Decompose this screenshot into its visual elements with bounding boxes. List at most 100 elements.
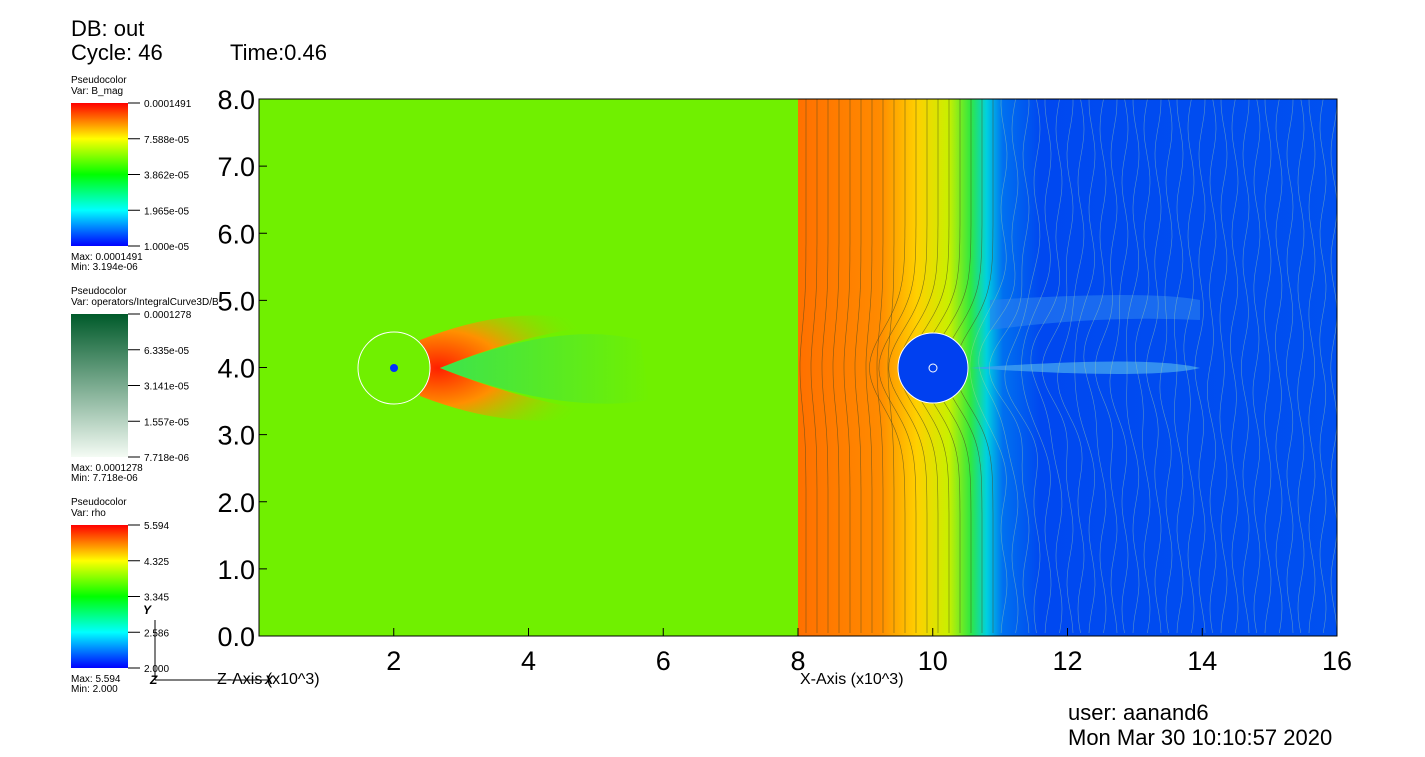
colorbar-label: 3.345: [144, 593, 169, 604]
field-line: [1206, 98, 1217, 634]
field-line: [1109, 98, 1129, 634]
obstacle-right: [897, 332, 969, 404]
core-left: [390, 364, 398, 372]
time-label: Time:0.46: [230, 40, 327, 65]
legend-min: Min: 3.194e-06: [71, 262, 138, 273]
field-line: [832, 99, 840, 633]
field-line: [1074, 98, 1096, 634]
legend-max: Max: 5.594: [71, 674, 121, 685]
field-line: [1057, 98, 1085, 634]
triad-label: Z: [149, 673, 158, 687]
field-line: [878, 99, 917, 633]
field-line: [1134, 98, 1151, 634]
colorbar-label: 0.0001278: [144, 310, 192, 321]
y-tick-label: 0.0: [217, 622, 255, 652]
field-line: [1126, 98, 1140, 634]
bow-shock: [420, 315, 600, 421]
field-line: [1319, 98, 1327, 634]
field-line: [887, 99, 895, 633]
field-line: [1194, 98, 1206, 634]
y-tick-label: 3.0: [217, 421, 255, 451]
y-tick-label: 7.0: [217, 152, 255, 182]
field-line: [1308, 98, 1316, 634]
x-tick-label: 16: [1322, 646, 1352, 676]
legend-title: Pseudocolor: [71, 75, 127, 86]
field-lines: [799, 98, 1338, 634]
triad: Y Z X: [143, 603, 274, 687]
x-tick-label: 12: [1052, 646, 1082, 676]
field-line: [843, 99, 851, 633]
x-tick-label: 6: [656, 646, 671, 676]
field-line: [1173, 98, 1184, 634]
y-tick-label: 4.0: [217, 354, 255, 384]
field-line: [1286, 98, 1294, 634]
colorbar-label: 3.141e-05: [144, 382, 189, 393]
field-line: [1146, 98, 1162, 634]
field-line: [865, 99, 873, 633]
y-tick-label: 1.0: [217, 555, 255, 585]
x-axis-title: Z-Axis (x10^3): [217, 671, 320, 688]
cycle-label: Cycle: 46: [71, 40, 163, 65]
y-tick-label: 8.0: [217, 85, 255, 115]
field: [258, 98, 1338, 637]
field-line: [1297, 98, 1305, 634]
field-line: [1264, 98, 1272, 634]
wake-band: [990, 295, 1200, 330]
legend-min: Min: 2.000: [71, 684, 118, 695]
colorbar-label: 2.000: [144, 664, 169, 675]
colorbar-label: 6.335e-05: [144, 346, 189, 357]
colorbar: [71, 314, 128, 457]
field-line: [1021, 99, 1052, 634]
legend-var: Var: B_mag: [71, 86, 123, 97]
field-line: [1159, 98, 1173, 634]
triad-label: X: [264, 673, 274, 687]
colorbar-label: 0.0001491: [144, 99, 192, 110]
field-line: [876, 99, 884, 633]
field-line: [1183, 98, 1195, 634]
field-line: [1229, 98, 1239, 634]
db-label: DB: out: [71, 16, 144, 41]
colorbar-label: 7.588e-05: [144, 135, 189, 146]
field-line: [1330, 98, 1338, 634]
core-right: [928, 363, 938, 373]
x-tick-label: 4: [521, 646, 536, 676]
header: DB: out Cycle: 46 Time:0.46: [71, 16, 327, 65]
legend-var: Var: rho: [71, 508, 106, 519]
field-line: [1219, 98, 1228, 634]
x-tick-label: 8: [790, 646, 805, 676]
y-tick-label: 2.0: [217, 488, 255, 518]
legend-max: Max: 0.0001491: [71, 252, 143, 263]
colorbar-label: 4.325: [144, 557, 169, 568]
legend-title: Pseudocolor: [71, 286, 127, 297]
field-line: [988, 98, 1030, 634]
field-line: [969, 98, 1008, 634]
field-line: [1094, 98, 1118, 634]
colorbar-label: 1.557e-05: [144, 417, 189, 428]
triad-label: Y: [143, 603, 152, 617]
colorbar-label: 5.594: [144, 521, 169, 532]
legend-var: Var: operators/IntegralCurve3D/B: [71, 297, 219, 308]
field-line: [1030, 98, 1063, 634]
legend-title: Pseudocolor: [71, 497, 127, 508]
colorbar-label: 7.718e-06: [144, 453, 189, 464]
y-tick-label: 6.0: [217, 219, 255, 249]
legend-min: Min: 7.718e-06: [71, 473, 138, 484]
field-line: [1252, 98, 1261, 634]
field-line: [869, 99, 906, 633]
x-tick-label: 14: [1187, 646, 1217, 676]
wake-cone: [440, 334, 650, 404]
date-label: Mon Mar 30 10:10:57 2020: [1068, 725, 1332, 750]
field-line: [1041, 99, 1074, 634]
axes: 2 4 6 8 10 12 14 16 0.0 1.0 2.0 3.0 4.0 5.0 6.0 7.0 8.0: [217, 85, 1352, 676]
field-line: [1083, 98, 1107, 634]
colorbar-label: 1.965e-05: [144, 206, 189, 217]
y-tick-label: 5.0: [217, 286, 255, 316]
field-line: [888, 99, 928, 633]
field-line: [821, 99, 829, 633]
field-line: [1004, 98, 1041, 634]
legend-max: Max: 0.0001278: [71, 463, 143, 474]
colorbar-label: 2.586: [144, 628, 169, 639]
field-line: [1241, 98, 1250, 634]
